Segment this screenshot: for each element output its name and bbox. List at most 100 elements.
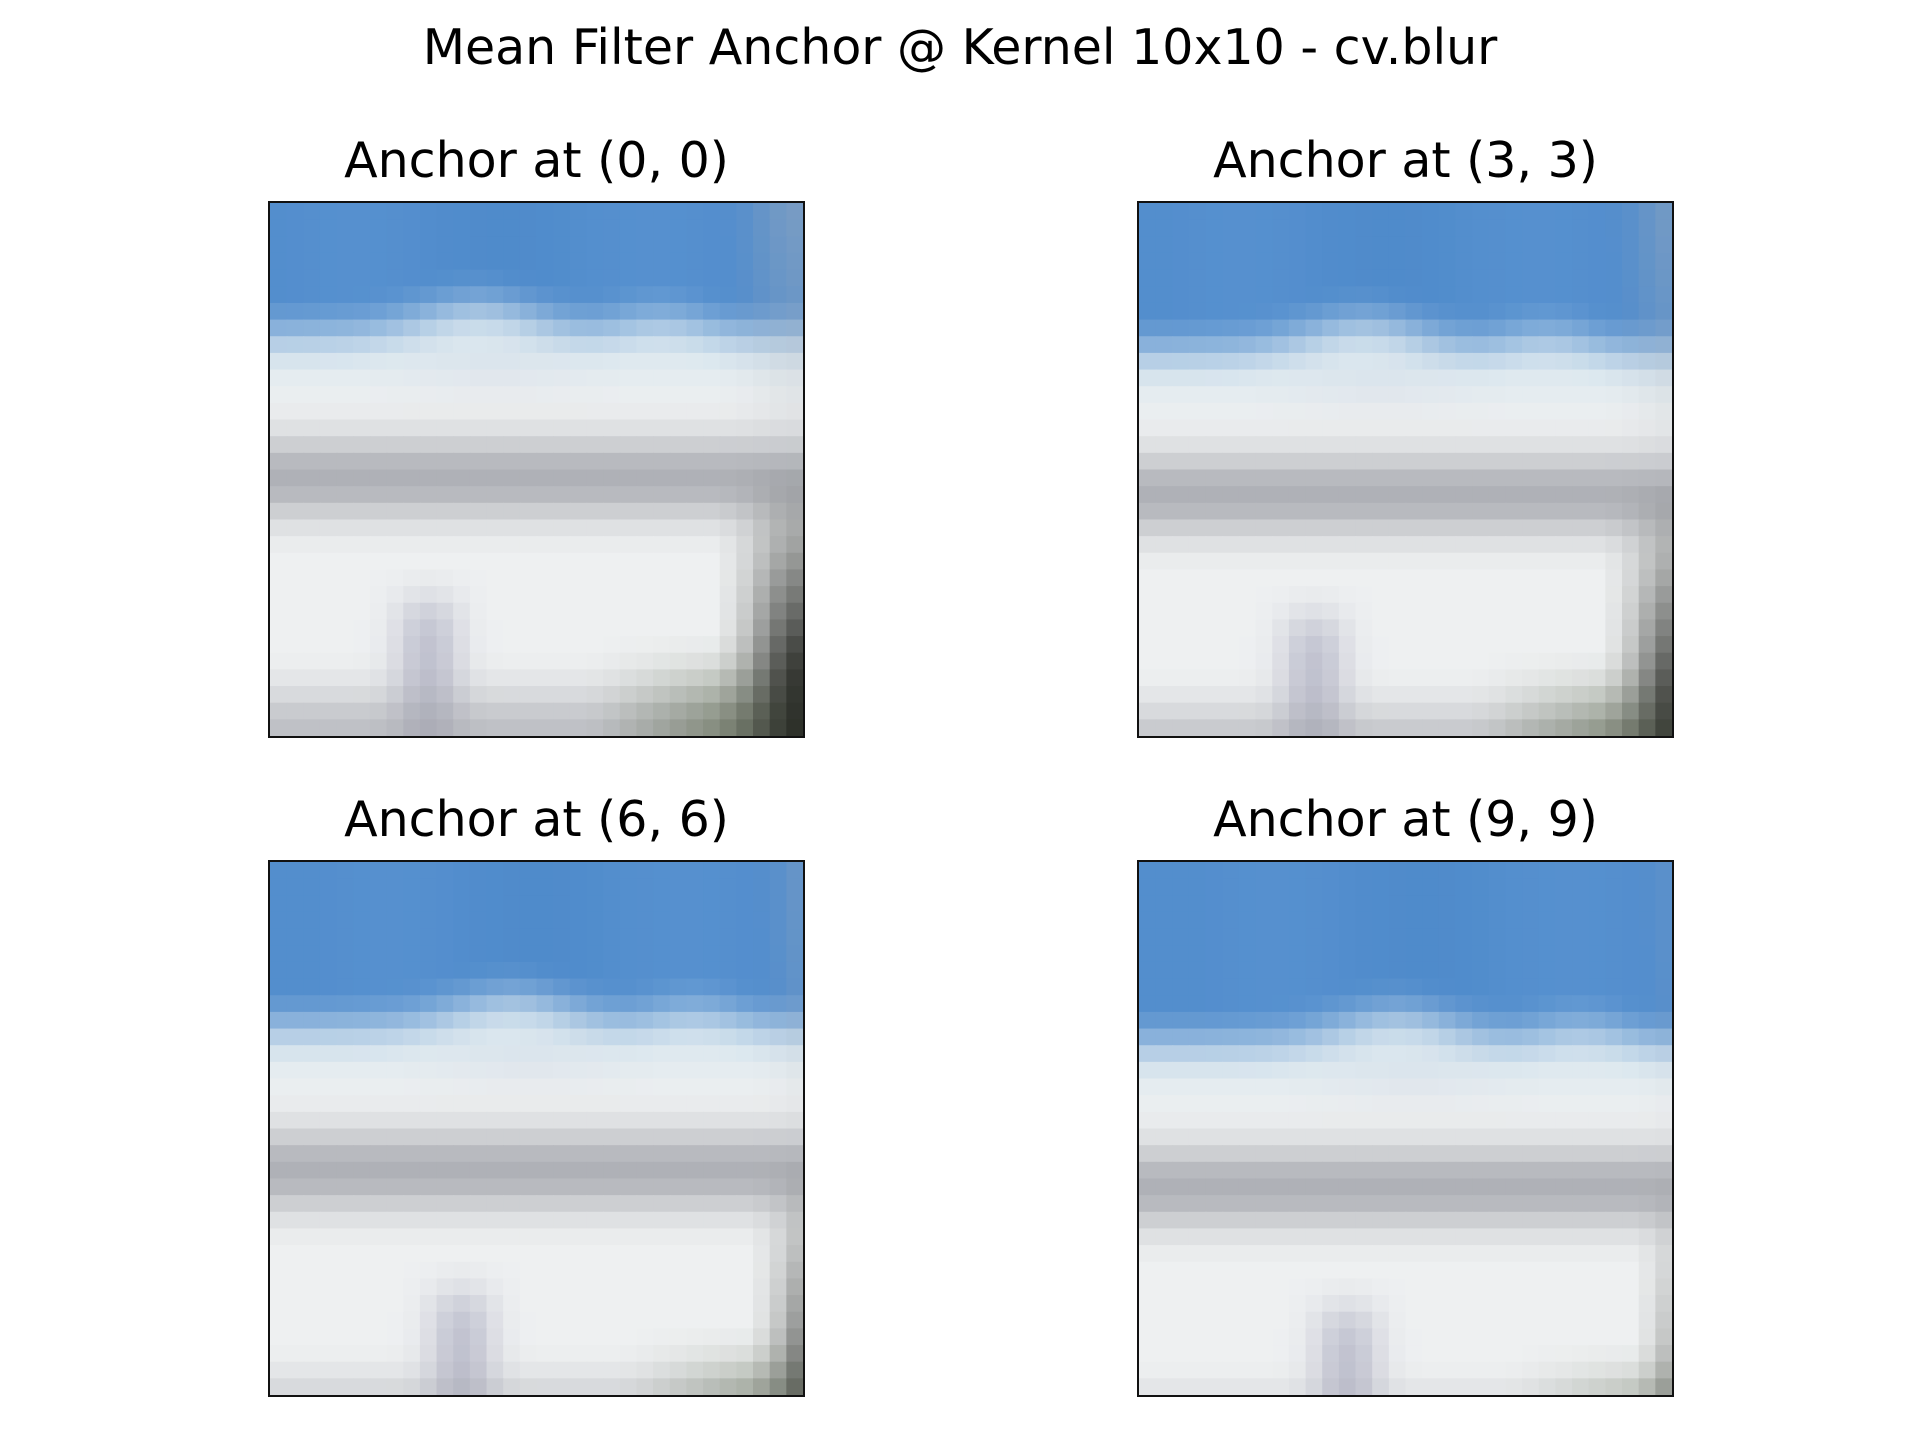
- image-pixel: [469, 1328, 488, 1346]
- image-pixel: [1288, 319, 1307, 338]
- image-pixel: [703, 995, 721, 1013]
- image-pixel: [419, 586, 438, 604]
- image-pixel: [1322, 1161, 1340, 1180]
- image-pixel: [1155, 945, 1174, 963]
- image-pixel: [1338, 236, 1357, 254]
- image-pixel: [553, 536, 571, 554]
- image-pixel: [386, 1228, 405, 1246]
- image-pixel: [636, 911, 654, 930]
- image-pixel: [1488, 978, 1507, 997]
- image-pixel: [1538, 519, 1557, 537]
- image-pixel: [1505, 669, 1523, 687]
- image-pixel: [1155, 236, 1174, 254]
- image-pixel: [1172, 219, 1190, 238]
- image-pixel: [603, 602, 621, 621]
- image-pixel: [1405, 1261, 1423, 1280]
- image-pixel: [386, 1361, 405, 1380]
- image-pixel: [1538, 569, 1557, 587]
- image-pixel: [1305, 719, 1324, 736]
- image-pixel: [736, 1245, 754, 1263]
- image-pixel: [1455, 1045, 1473, 1063]
- image-pixel: [369, 369, 388, 388]
- image-pixel: [503, 1178, 521, 1196]
- image-pixel: [1388, 978, 1407, 997]
- image-pixel: [1655, 686, 1672, 704]
- image-pixel: [1288, 336, 1307, 354]
- image-pixel: [1405, 911, 1423, 930]
- image-pixel: [569, 961, 588, 980]
- image-pixel: [1155, 1028, 1174, 1047]
- image-pixel: [1622, 702, 1640, 721]
- image-pixel: [1338, 1228, 1357, 1246]
- image-pixel: [1305, 252, 1324, 271]
- image-pixel: [1438, 452, 1457, 471]
- image-pixel: [719, 286, 738, 304]
- image-pixel: [753, 319, 771, 338]
- image-pixel: [1438, 1195, 1457, 1213]
- image-pixel: [1188, 702, 1207, 721]
- image-pixel: [1588, 1311, 1607, 1330]
- image-pixel: [553, 203, 571, 221]
- image-pixel: [1139, 336, 1157, 354]
- image-pixel: [1422, 369, 1440, 388]
- image-pixel: [1305, 286, 1324, 304]
- image-pixel: [586, 1261, 604, 1280]
- image-pixel: [719, 686, 738, 704]
- image-pixel: [1438, 286, 1457, 304]
- image-pixel: [469, 995, 488, 1013]
- image-pixel: [719, 1028, 738, 1047]
- image-pixel: [1238, 552, 1257, 571]
- image-pixel: [419, 862, 438, 880]
- image-pixel: [1322, 436, 1340, 454]
- image-pixel: [636, 1078, 654, 1097]
- image-pixel: [653, 552, 671, 571]
- image-pixel: [453, 436, 471, 454]
- image-pixel: [303, 636, 321, 654]
- image-pixel: [703, 1061, 721, 1080]
- image-pixel: [1155, 911, 1174, 930]
- image-pixel: [1222, 1145, 1240, 1163]
- image-pixel: [1622, 1011, 1640, 1030]
- image-pixel: [1372, 286, 1390, 304]
- image-pixel: [536, 862, 554, 880]
- image-pixel: [453, 1028, 471, 1047]
- image-pixel: [1555, 911, 1573, 930]
- image-pixel: [1205, 236, 1224, 254]
- image-pixel: [436, 1128, 455, 1146]
- image-pixel: [1188, 569, 1207, 587]
- image-pixel: [1572, 486, 1590, 504]
- image-pixel: [386, 452, 405, 471]
- image-pixel: [586, 602, 604, 621]
- image-pixel: [1522, 995, 1540, 1013]
- image-pixel: [303, 1245, 321, 1263]
- image-pixel: [1422, 1378, 1440, 1395]
- image-pixel: [353, 1145, 371, 1163]
- image-pixel: [436, 402, 455, 421]
- image-pixel: [270, 928, 288, 947]
- image-pixel: [1638, 878, 1657, 897]
- image-pixel: [1255, 319, 1274, 338]
- image-pixel: [469, 586, 488, 604]
- image-pixel: [1205, 1178, 1224, 1196]
- image-pixel: [1238, 1128, 1257, 1146]
- image-pixel: [319, 203, 338, 221]
- image-pixel: [786, 219, 803, 238]
- image-pixel: [1638, 1245, 1657, 1263]
- image-pixel: [419, 1361, 438, 1380]
- image-pixel: [786, 1295, 803, 1313]
- image-pixel: [1188, 928, 1207, 947]
- image-pixel: [336, 978, 355, 997]
- image-pixel: [1322, 1378, 1340, 1395]
- image-pixel: [369, 586, 388, 604]
- image-pixel: [1655, 961, 1672, 980]
- image-pixel: [1622, 1361, 1640, 1380]
- image-pixel: [1588, 702, 1607, 721]
- image-pixel: [786, 536, 803, 554]
- image-pixel: [519, 1295, 538, 1313]
- image-pixel: [403, 552, 421, 571]
- image-pixel: [1422, 862, 1440, 880]
- image-pixel: [686, 586, 704, 604]
- image-pixel: [1438, 669, 1457, 687]
- image-pixel: [619, 302, 638, 321]
- image-pixel: [586, 386, 604, 404]
